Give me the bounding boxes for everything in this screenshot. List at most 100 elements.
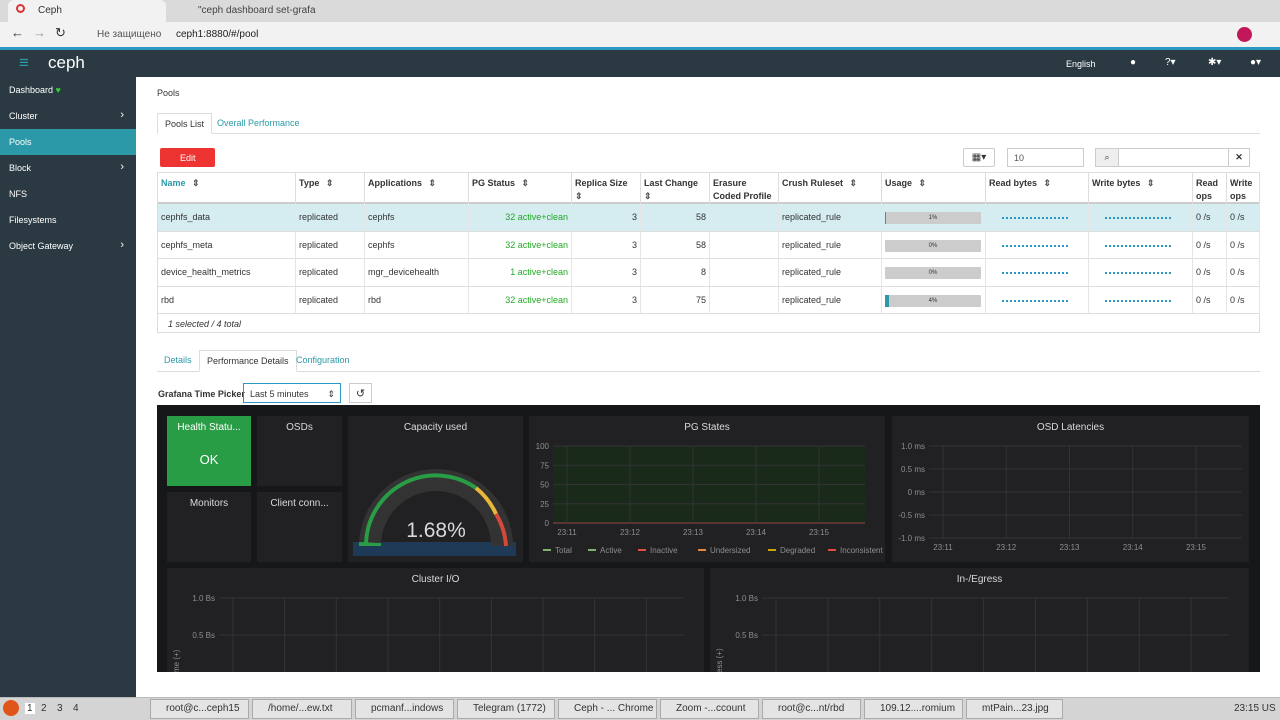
y-tick-label: 1.0 ms (901, 442, 925, 451)
reload-button[interactable]: ↻ (55, 25, 66, 40)
browser-tab[interactable]: Ceph (8, 0, 166, 22)
sort-icon: ⇕ (519, 178, 530, 188)
column-header[interactable]: Write ops ⇕ (1227, 173, 1260, 214)
notifications[interactable]: ● (1130, 57, 1137, 68)
back-button[interactable]: ← (11, 25, 24, 40)
taskbar-item[interactable]: root@c...ceph15 (150, 699, 249, 719)
table-row[interactable]: device_health_metrics replicated mgr_devic… (158, 259, 1260, 287)
sort-icon: ⇕ (644, 191, 652, 201)
column-header[interactable]: Crush Ruleset ⇕ (779, 173, 882, 204)
column-header[interactable]: Usage ⇕ (882, 173, 986, 204)
tab[interactable]: Pools List (157, 113, 213, 134)
table-row[interactable]: cephfs_data replicated cephfs 32 active+cle… (158, 204, 1260, 232)
column-header[interactable]: Name ⇕ (158, 173, 296, 204)
table-row[interactable]: cephfs_meta replicated cephfs 32 active+cle… (158, 231, 1260, 259)
table-footer: 1 selected / 4 total (168, 319, 242, 329)
breadcrumb: Pools (157, 88, 180, 98)
legend-label[interactable]: Inconsistent (840, 546, 883, 555)
start-button[interactable] (3, 700, 19, 716)
table-row[interactable]: rbd replicated rbd 32 active+clean 3 75 replic… (158, 286, 1260, 314)
gauge: 1.68% (353, 469, 516, 556)
workspace[interactable]: 1 (25, 703, 35, 714)
legend-label[interactable]: Inactive (650, 546, 678, 555)
nav-item[interactable]: Cluster › (0, 103, 136, 129)
taskbar-item[interactable]: /home/...ew.txt (252, 699, 352, 719)
nav-label: NFS (9, 189, 27, 199)
legend-label[interactable]: Active (600, 546, 622, 555)
cell-text: 3 (631, 294, 637, 305)
tab[interactable]: Performance Details (199, 350, 297, 372)
nav-item[interactable]: NFS (0, 181, 136, 207)
column-header[interactable]: Type ⇕ (296, 173, 365, 204)
column-header[interactable]: Last Change ⇕ (641, 173, 710, 204)
column-header[interactable]: Replica Size ⇕ (572, 173, 641, 204)
table-cell: replicated (296, 231, 365, 259)
tab[interactable]: Overall Performance (217, 118, 300, 128)
user[interactable]: ●▾ (1250, 57, 1262, 68)
cell-text: 0 /s (1230, 267, 1245, 277)
clear-search[interactable]: ✕ (1228, 148, 1250, 167)
menu-toggle[interactable]: ≡ (19, 53, 29, 72)
refresh-button[interactable]: ↺ (349, 383, 372, 403)
workspace[interactable]: 3 (57, 703, 63, 714)
column-header[interactable]: PG Status ⇕ (469, 173, 572, 204)
usage-bar: 4% (885, 294, 981, 307)
column-header[interactable]: Read bytes ⇕ (986, 173, 1089, 204)
logo[interactable]: ceph (48, 53, 85, 72)
y-tick-label: 75 (540, 461, 549, 470)
column-header[interactable]: Erasure Coded Profile ⇕ (710, 173, 779, 214)
column-header[interactable]: Write bytes ⇕ (1089, 173, 1193, 204)
panel-title: PG States (684, 422, 730, 433)
table-cell: mgr_devicehealth (365, 259, 469, 286)
column-toggle[interactable]: ▦▾ (963, 148, 995, 167)
taskbar-item[interactable]: pcmanf...indows (355, 699, 454, 719)
search-input[interactable] (1118, 148, 1229, 167)
cell-text: 32 active+clean (505, 294, 568, 305)
column-header[interactable]: Applications ⇕ (365, 173, 469, 204)
pg-states-panel: PG States 100 75 50 25 0 23:11 23:12 23:13 23:14… (529, 416, 885, 562)
tab[interactable]: Configuration (296, 355, 350, 365)
cell-text: rbd (368, 294, 382, 305)
taskbar-item[interactable]: Telegram (1772) (457, 699, 555, 719)
settings[interactable]: ✱▾ (1208, 57, 1222, 68)
health-value: OK (199, 452, 219, 467)
taskbar-label: /home/...ew.txt (268, 703, 333, 714)
url[interactable]: ceph1:8880/#/pool (176, 29, 259, 40)
cell-text: replicated (299, 294, 339, 305)
page-size-input[interactable]: 10 (1007, 148, 1084, 167)
browser-tab[interactable]: "ceph dashboard set-grafa (198, 5, 316, 16)
taskbar-item[interactable]: Ceph - ... Chrome (558, 699, 657, 719)
legend-label[interactable]: Total (555, 546, 572, 555)
legend-label[interactable]: Degraded (780, 546, 815, 555)
table-cell: 0 /s (1193, 204, 1227, 231)
x-tick-label: 23:12 (996, 543, 1017, 552)
gauge-threshold (474, 486, 498, 515)
taskbar-item[interactable]: 109.12....romium (864, 699, 963, 719)
workspace[interactable]: 4 (73, 703, 79, 714)
nav-item[interactable]: Block › (0, 155, 136, 181)
language-select[interactable]: English (1066, 59, 1096, 69)
nav-item[interactable]: Object Gateway › (0, 233, 136, 259)
help[interactable]: ?▾ (1165, 57, 1176, 68)
taskbar-item[interactable]: root@c...nt/rbd (762, 699, 861, 719)
table-cell (986, 204, 1089, 231)
taskbar-item[interactable]: Zoom -...ccount (660, 699, 759, 719)
workspace[interactable]: 2 (41, 703, 47, 714)
nav-label: Object Gateway (9, 241, 74, 251)
taskbar-label: Zoom -...ccount (676, 703, 746, 714)
taskbar-item[interactable]: mtPain...23.jpg (966, 699, 1063, 719)
cell-text: 0 /s (1230, 212, 1245, 222)
time-picker[interactable]: Last 5 minutes ⇕ (243, 383, 341, 403)
nav-item[interactable]: Filesystems (0, 207, 136, 233)
legend-label[interactable]: Undersized (710, 546, 750, 555)
tab[interactable]: Details (164, 355, 192, 365)
edit-button[interactable]: Edit (160, 148, 215, 167)
nav-item[interactable]: Pools (0, 129, 136, 155)
profile[interactable] (1237, 27, 1252, 42)
nav-item[interactable]: Dashboard ♥ (0, 77, 136, 103)
forward-button[interactable]: → (33, 25, 46, 40)
sparkline (1105, 299, 1171, 302)
column-header[interactable]: Read ops ⇕ (1193, 173, 1227, 214)
header-label: Crush Ruleset (782, 178, 844, 188)
